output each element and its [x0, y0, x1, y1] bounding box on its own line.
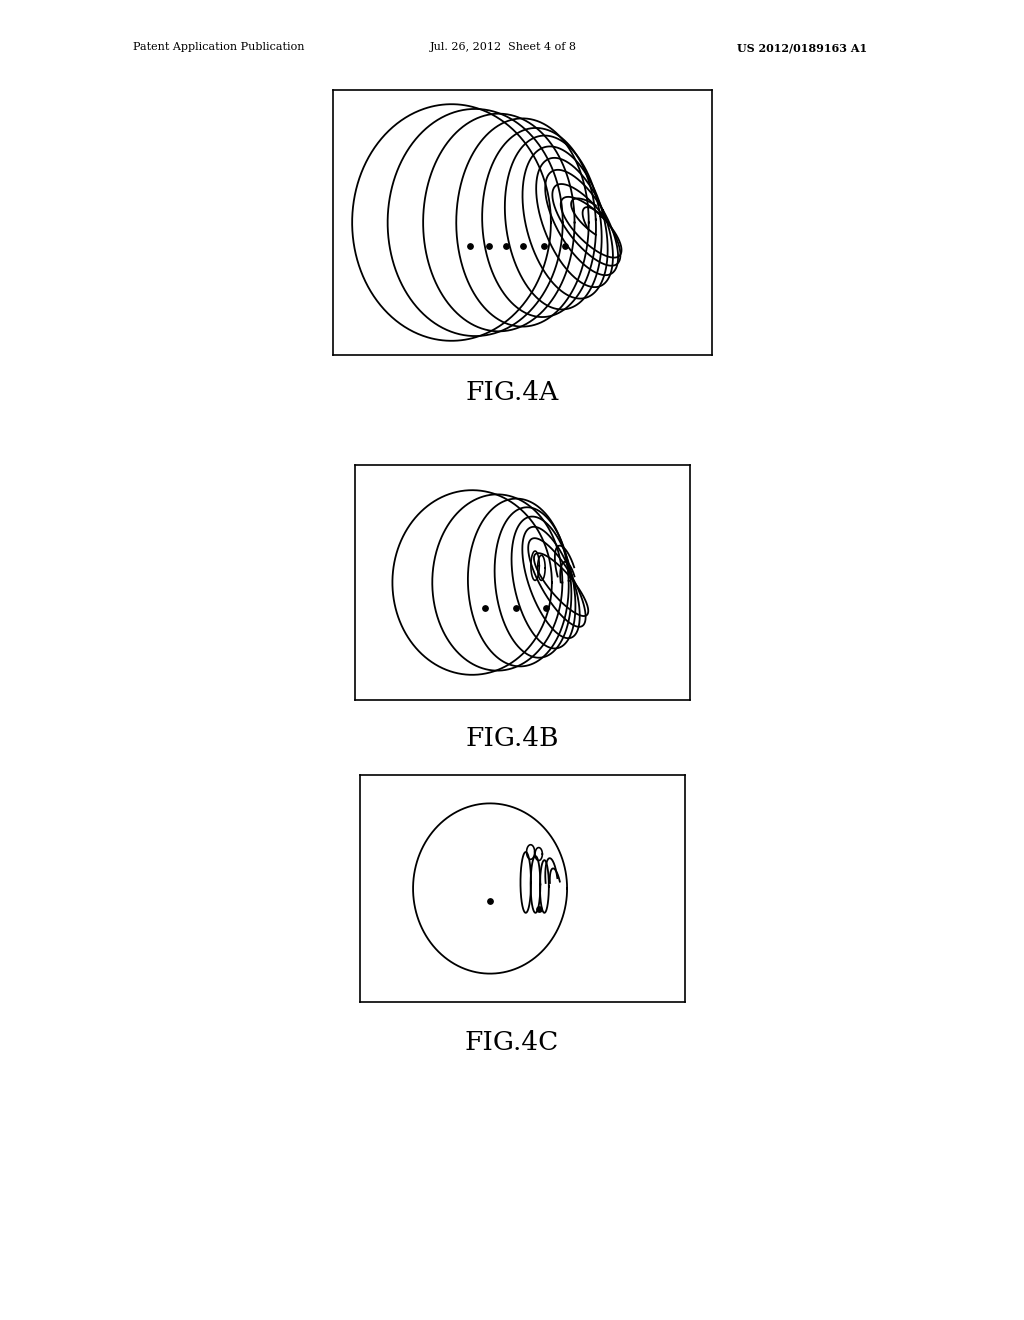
Point: [538, 597, 554, 618]
Text: FIG.4B: FIG.4B: [465, 726, 559, 751]
Point: [530, 898, 547, 919]
Point: [476, 597, 493, 618]
Text: US 2012/0189163 A1: US 2012/0189163 A1: [737, 42, 867, 53]
Text: FIG.4C: FIG.4C: [465, 1030, 559, 1055]
Point: [482, 890, 499, 911]
Text: FIG.4A: FIG.4A: [465, 380, 559, 405]
Point: [536, 235, 552, 256]
Point: [514, 235, 530, 256]
Point: [498, 235, 514, 256]
Text: Jul. 26, 2012  Sheet 4 of 8: Jul. 26, 2012 Sheet 4 of 8: [430, 42, 578, 53]
Point: [462, 235, 478, 256]
Point: [508, 597, 524, 618]
Point: [557, 235, 573, 256]
Point: [481, 235, 498, 256]
Text: Patent Application Publication: Patent Application Publication: [133, 42, 304, 53]
